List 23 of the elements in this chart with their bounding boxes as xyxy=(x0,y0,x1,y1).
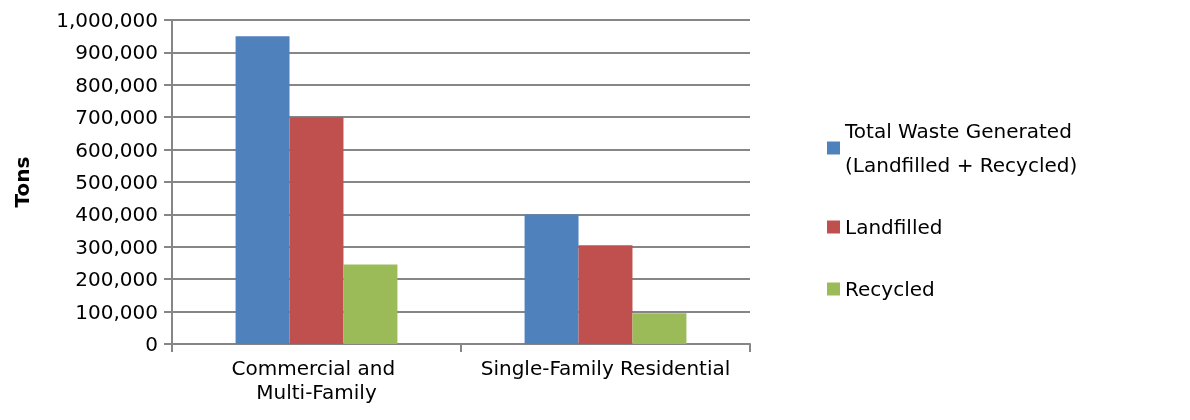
y-tick-label: 200,000 xyxy=(75,267,158,292)
legend-label: Total Waste Generated (Landfilled + Recycled) xyxy=(844,119,1079,177)
bar xyxy=(632,313,687,344)
y-tick-label: 900,000 xyxy=(75,40,158,65)
y-tick-label: 600,000 xyxy=(75,137,158,162)
y-tick-label: 300,000 xyxy=(75,234,158,259)
legend-label: Recycled xyxy=(845,277,935,301)
legend-label: Landfilled xyxy=(845,215,943,239)
y-tick-label: 700,000 xyxy=(75,105,158,130)
y-tick-label: 400,000 xyxy=(75,202,158,227)
x-tick-label: Commercial and Multi-Family xyxy=(231,356,402,404)
y-tick-label: 500,000 xyxy=(75,170,158,194)
bar xyxy=(343,264,398,344)
y-tick-label: 100,000 xyxy=(75,299,158,324)
y-tick-label: 800,000 xyxy=(75,72,158,97)
y-tick-label: 1,000,000 xyxy=(56,8,158,32)
bar xyxy=(578,245,633,344)
x-tick-label: Single-Family Residential xyxy=(480,356,731,380)
y-tick-label: 0 xyxy=(145,332,158,356)
bar xyxy=(289,117,344,344)
bar xyxy=(524,214,579,344)
y-axis-title: Tons xyxy=(10,156,34,208)
bar xyxy=(235,36,290,344)
